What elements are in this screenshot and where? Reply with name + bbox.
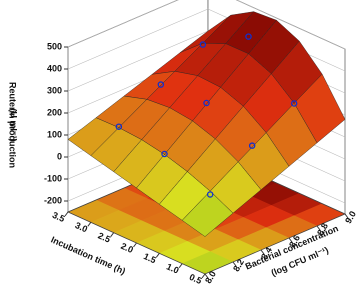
z-axis-title: Reuterin production xyxy=(8,82,18,168)
grid-line xyxy=(67,0,179,48)
y-tick xyxy=(344,213,349,219)
x-tick-label: 1.5 xyxy=(142,251,158,265)
x-tick xyxy=(155,253,160,258)
y-tick xyxy=(232,261,237,267)
data-point xyxy=(206,191,214,198)
data-point xyxy=(203,99,210,107)
z-tick-label: 0 xyxy=(57,151,62,161)
y-tick xyxy=(204,273,209,279)
x-tick xyxy=(133,242,137,248)
x-tick-label: 1.0 xyxy=(165,261,181,275)
y-tick xyxy=(260,249,265,255)
data-point xyxy=(290,100,298,107)
x-tick xyxy=(178,263,183,268)
x-tick-label: 0.5 xyxy=(188,272,204,286)
z-tick-label: 200 xyxy=(47,107,62,117)
data-point xyxy=(161,150,168,158)
z-tick-label: -200 xyxy=(44,195,62,205)
x-tick xyxy=(87,222,92,227)
x-tick-label: 3.5 xyxy=(51,210,67,224)
x-axis-title: Incubation time (h) xyxy=(49,234,127,276)
x-tick-label: 2.5 xyxy=(96,230,112,244)
data-point xyxy=(199,41,207,48)
x-tick xyxy=(201,273,206,279)
grid-line xyxy=(67,8,209,70)
grid-line xyxy=(67,30,209,92)
z-tick-label: 500 xyxy=(47,41,62,51)
x-tick xyxy=(64,211,69,217)
z-tick-label: 300 xyxy=(47,85,62,95)
z-tick-label: 100 xyxy=(47,129,62,139)
data-point xyxy=(115,123,123,130)
x-tick xyxy=(110,232,115,237)
z-tick-label: 400 xyxy=(47,63,62,73)
x-tick-label: 3.0 xyxy=(74,220,90,234)
data-point xyxy=(245,33,252,40)
y-tick xyxy=(288,237,293,243)
data-point xyxy=(248,142,256,149)
z-axis-unit: (U ml⁻¹) xyxy=(9,108,19,141)
y-tick xyxy=(316,225,321,231)
data-point xyxy=(157,81,165,88)
grid-line xyxy=(235,0,346,50)
z-tick-label: -100 xyxy=(44,173,62,183)
surface-cell xyxy=(181,190,234,237)
x-tick-label: 2.0 xyxy=(119,241,135,255)
